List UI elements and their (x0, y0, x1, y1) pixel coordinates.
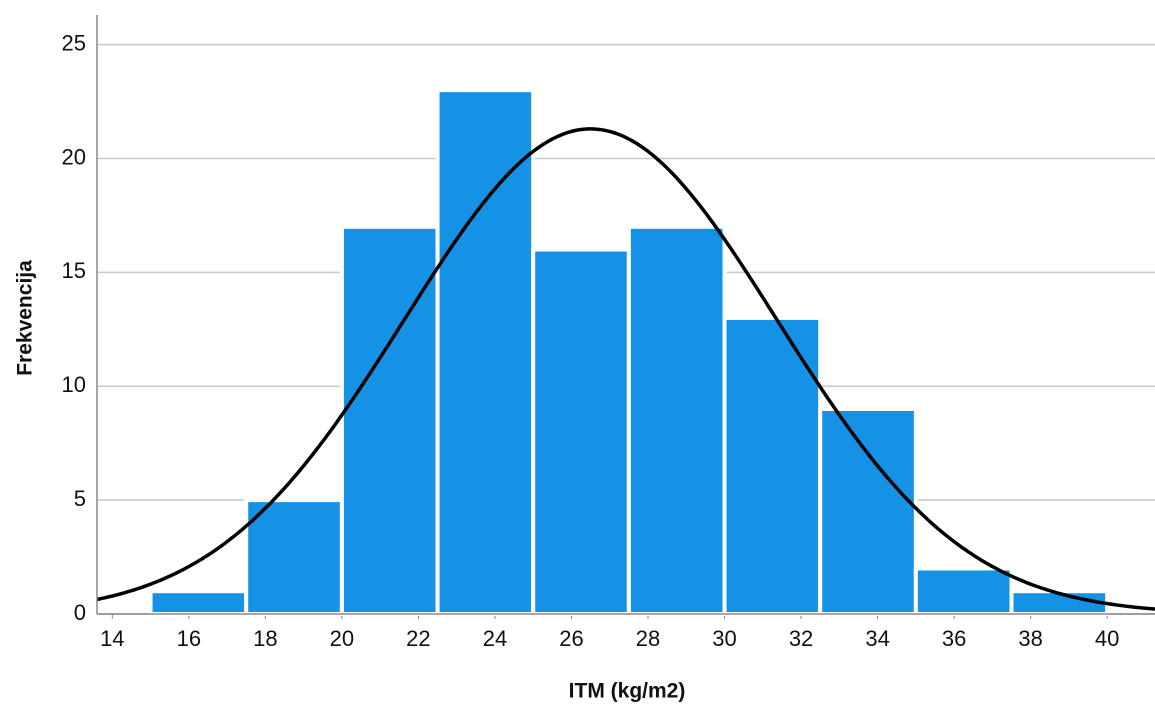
bar (531, 247, 631, 616)
bar (913, 566, 1014, 616)
y-tick-label: 25 (62, 30, 86, 55)
x-tick-label: 38 (1018, 626, 1042, 651)
x-tick-label: 24 (483, 626, 507, 651)
y-tick-label: 5 (74, 486, 86, 511)
bar (626, 224, 727, 616)
x-tick-label: 18 (253, 626, 277, 651)
x-tick-label: 36 (942, 626, 966, 651)
x-tick-label: 20 (330, 626, 354, 651)
x-tick-label: 34 (865, 626, 889, 651)
bar (339, 224, 440, 616)
x-tick-label: 28 (636, 626, 660, 651)
x-tick-label: 30 (712, 626, 736, 651)
y-tick-label: 0 (74, 600, 86, 625)
x-tick-label: 40 (1095, 626, 1119, 651)
y-tick-label: 20 (62, 144, 86, 169)
x-tick-label: 16 (177, 626, 201, 651)
bar (435, 88, 536, 617)
y-axis-title: Frekvencija (14, 260, 37, 376)
x-tick-label: 26 (559, 626, 583, 651)
x-tick-label: 32 (789, 626, 813, 651)
x-tick-label: 14 (100, 626, 124, 651)
bar (818, 407, 918, 616)
bar (244, 498, 344, 616)
x-axis-title: ITM (kg/m2) (569, 680, 686, 703)
y-tick-label: 15 (62, 258, 86, 283)
y-tick-label: 10 (62, 372, 86, 397)
x-tick-label: 22 (406, 626, 430, 651)
bar (148, 589, 249, 616)
normal-curve (96, 127, 1155, 611)
